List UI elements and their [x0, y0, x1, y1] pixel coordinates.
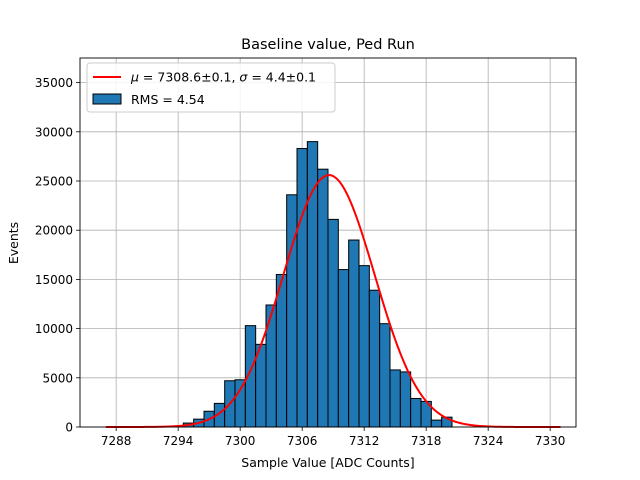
- y-axis-ticks: 0 5000 10000 15000 20000 25000 30000 35000: [35, 76, 80, 435]
- histogram-bar: [410, 397, 422, 428]
- histogram-bar: [379, 323, 391, 428]
- x-tick-label: 7288: [101, 434, 132, 448]
- histogram-bar: [327, 218, 339, 428]
- y-tick-label: 5000: [42, 371, 73, 385]
- legend-rms-label: RMS = 4.54: [131, 92, 205, 107]
- x-tick-label: 7306: [287, 434, 318, 448]
- histogram-bar: [317, 168, 329, 428]
- x-tick-label: 7324: [473, 434, 504, 448]
- y-tick-label: 25000: [35, 175, 73, 189]
- y-tick-label: 20000: [35, 224, 73, 238]
- gaussian-fit-curve: [105, 174, 561, 428]
- legend-fit-label: μ = 7308.6±0.1, σ = 4.4±0.1: [130, 70, 316, 85]
- y-tick-label: 35000: [35, 76, 73, 90]
- histogram-bar: [337, 269, 350, 428]
- histogram-bar: [348, 239, 360, 428]
- legend-box: [86, 62, 336, 113]
- y-tick-label: 30000: [35, 125, 73, 139]
- x-tick-label: 7312: [349, 434, 380, 448]
- y-axis-label: Events: [6, 222, 21, 264]
- chart-title: Baseline value, Ped Run: [241, 37, 415, 53]
- histogram-bar: [368, 289, 381, 428]
- x-axis-ticks: 7288 7294 7300 7306 7312 7318 7324 7330: [101, 427, 566, 448]
- histogram-bar: [399, 371, 412, 428]
- x-tick-label: 7294: [163, 434, 194, 448]
- plot-frame: [79, 57, 577, 428]
- histogram-bar: [286, 194, 298, 428]
- y-tick-label: 10000: [35, 322, 73, 336]
- y-tick-label: 0: [65, 421, 73, 435]
- x-tick-label: 7300: [225, 434, 256, 448]
- x-tick-label: 7318: [411, 434, 442, 448]
- y-tick-label: 15000: [35, 273, 73, 287]
- legend-rms-swatch: [92, 93, 122, 105]
- histogram-bar: [296, 148, 308, 428]
- legend: μ = 7308.6±0.1, σ = 4.4±0.1 RMS = 4.54: [86, 62, 336, 113]
- histogram-bar: [430, 419, 443, 428]
- histogram-bar: [389, 369, 401, 428]
- x-axis-label: Sample Value [ADC Counts]: [241, 455, 414, 470]
- x-tick-label: 7330: [535, 434, 566, 448]
- histogram-bar: [275, 273, 288, 428]
- histogram-bar: [358, 265, 370, 428]
- histogram-bar: [234, 379, 246, 428]
